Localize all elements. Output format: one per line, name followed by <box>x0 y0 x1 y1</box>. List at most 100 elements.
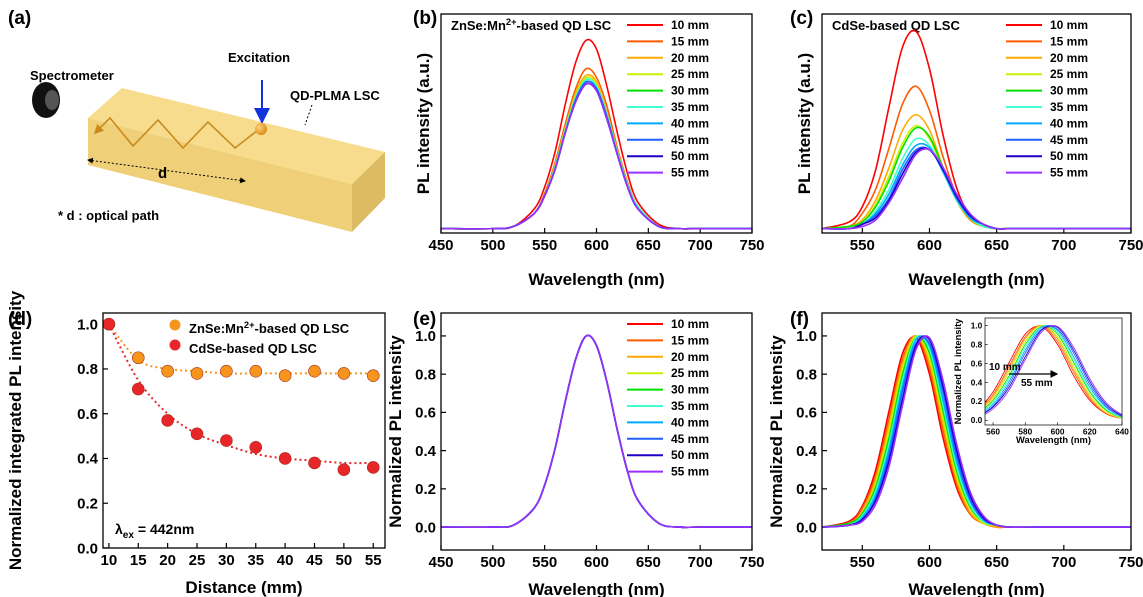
x-tick-label: 750 <box>739 554 764 571</box>
data-point <box>132 383 144 395</box>
x-tick-label: 600 <box>584 554 609 571</box>
data-point <box>220 435 232 447</box>
data-point <box>220 365 232 377</box>
legend-label: 40 mm <box>671 415 709 429</box>
legend-label: 50 mm <box>1050 149 1088 163</box>
data-point <box>309 365 321 377</box>
y-tick-label: 0.2 <box>796 481 817 498</box>
annotation-part: = 442nm <box>134 521 194 537</box>
y-tick-label: 0.4 <box>971 378 983 387</box>
legend-label: 25 mm <box>671 67 709 81</box>
chart-title: CdSe-based QD LSC <box>832 18 960 33</box>
legend-label: 25 mm <box>1050 67 1088 81</box>
y-tick-label: 0.4 <box>415 443 437 460</box>
x-tick-label: 600 <box>584 237 609 254</box>
y-tick-label: 1.0 <box>77 316 98 333</box>
x-tick-label: 15 <box>130 552 147 569</box>
annotation: 10 mm <box>989 362 1021 373</box>
legend-label: 40 mm <box>1050 116 1088 130</box>
y-axis-label: Normalized PL intensity <box>767 335 786 528</box>
distance-label: d <box>158 165 167 182</box>
y-tick-label: 0.6 <box>971 359 983 368</box>
spectrometer-label: Spectrometer <box>30 68 114 83</box>
annotation: 55 mm <box>1021 378 1053 389</box>
leader-line <box>305 105 312 125</box>
x-tick-label: 35 <box>247 552 264 569</box>
y-tick-label: 0.2 <box>971 397 983 406</box>
legend-label-part: 2+ <box>244 320 255 330</box>
legend-label: 35 mm <box>1050 100 1088 114</box>
y-tick-label: 0.2 <box>77 495 98 512</box>
x-axis-label: Wavelength (nm) <box>908 580 1044 597</box>
x-tick-label: 20 <box>159 552 176 569</box>
legend-label: 25 mm <box>671 366 709 380</box>
data-point <box>309 457 321 469</box>
x-tick-label: 55 <box>365 552 382 569</box>
x-tick-label: 10 <box>101 552 118 569</box>
legend-label: 55 mm <box>1050 166 1088 180</box>
legend-marker <box>170 320 181 331</box>
chart-title-part: 2+ <box>506 17 517 27</box>
y-tick-label: 1.0 <box>415 328 436 345</box>
x-tick-label: 450 <box>428 554 453 571</box>
legend-label: 15 mm <box>671 34 709 48</box>
y-tick-label: 0.0 <box>796 519 817 536</box>
x-tick-label: 550 <box>850 554 875 571</box>
data-point <box>250 365 262 377</box>
legend-label: 30 mm <box>671 84 709 98</box>
data-point <box>162 414 174 426</box>
x-tick-label: 50 <box>336 552 353 569</box>
data-point <box>132 352 144 364</box>
x-tick-label: 550 <box>850 237 875 254</box>
legend-label: 50 mm <box>671 149 709 163</box>
x-tick-label: 700 <box>1051 237 1076 254</box>
y-axis-label: Normalized PL intensity <box>386 335 405 528</box>
legend-label: 45 mm <box>1050 133 1088 147</box>
data-point <box>162 365 174 377</box>
data-point <box>279 370 291 382</box>
y-axis-label: Normalized PL intensity <box>953 318 963 425</box>
x-tick-label: 700 <box>1051 554 1076 571</box>
legend-label: 20 mm <box>1050 51 1088 65</box>
y-tick-label: 0.2 <box>415 481 436 498</box>
legend-label: 20 mm <box>671 350 709 364</box>
y-tick-label: 0.0 <box>77 540 98 557</box>
x-tick-label: 500 <box>480 554 505 571</box>
x-tick-label: 450 <box>428 237 453 254</box>
y-tick-label: 0.4 <box>796 443 818 460</box>
x-axis-label: Wavelength (nm) <box>908 270 1044 289</box>
x-tick-label: 650 <box>984 554 1009 571</box>
y-tick-label: 0.8 <box>796 366 817 383</box>
x-tick-label: 600 <box>917 237 942 254</box>
y-axis-label: PL intensity (a.u.) <box>795 53 814 194</box>
data-point <box>279 452 291 464</box>
page: (a) Spectrometer Excitation QD-PLMA LSC … <box>0 0 1143 597</box>
y-axis-label: Normalized integrated PL intensity <box>6 290 25 570</box>
legend-label: 35 mm <box>671 100 709 114</box>
legend-label: 30 mm <box>1050 84 1088 98</box>
y-tick-label: 0.6 <box>77 406 98 423</box>
panel-label: (f) <box>790 309 809 330</box>
legend-label: 45 mm <box>671 133 709 147</box>
lsc-label: QD-PLMA LSC <box>290 88 380 103</box>
x-tick-label: 30 <box>218 552 235 569</box>
legend-label: 35 mm <box>671 399 709 413</box>
x-tick-label: 600 <box>917 554 942 571</box>
x-tick-label: 650 <box>984 237 1009 254</box>
legend-label: 50 mm <box>671 448 709 462</box>
x-tick-label: 700 <box>688 237 713 254</box>
annotation-part: λ <box>115 521 123 537</box>
figure: (a) Spectrometer Excitation QD-PLMA LSC … <box>0 0 1143 597</box>
spectrometer-lens <box>45 90 59 110</box>
chart-title-part: ZnSe:Mn <box>451 18 506 33</box>
data-point <box>191 367 203 379</box>
y-tick-label: 0.8 <box>415 366 436 383</box>
x-axis-label: Wavelength (nm) <box>528 270 664 289</box>
data-point <box>367 461 379 473</box>
panel-label: (e) <box>413 309 436 330</box>
excitation-label: Excitation <box>228 50 290 65</box>
legend-label: 55 mm <box>671 166 709 180</box>
legend-label: 10 mm <box>671 317 709 331</box>
